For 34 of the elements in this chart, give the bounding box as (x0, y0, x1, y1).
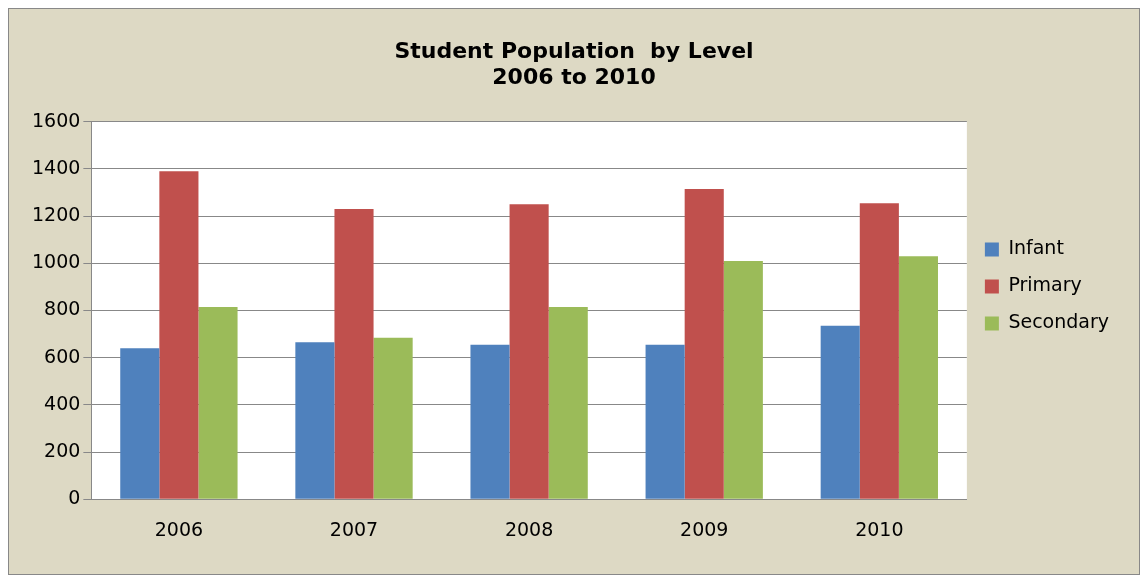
y-tick-label: 200 (44, 438, 81, 461)
bar (470, 344, 510, 499)
legend-label: Secondary (1008, 310, 1109, 333)
x-tick-label: 2010 (855, 517, 904, 540)
bar (334, 209, 374, 499)
y-tick-label: 1600 (31, 108, 81, 131)
bar (645, 344, 685, 499)
y-tick-label: 800 (44, 297, 81, 320)
x-tick-label: 2007 (329, 517, 379, 540)
y-tick-label: 1000 (31, 250, 81, 273)
x-tick-label: 2006 (154, 517, 204, 540)
y-tick-label: 400 (44, 391, 81, 414)
x-tick-label: 2009 (680, 517, 729, 540)
y-tick-label: 1200 (31, 203, 81, 226)
bar (684, 189, 724, 499)
y-tick-label: 0 (68, 486, 81, 509)
x-tick-label: 2008 (504, 517, 554, 540)
legend-label: Infant (1008, 236, 1064, 259)
text: 2006 to 2010 (492, 64, 656, 90)
bar (859, 203, 899, 499)
text: Student Population by Level (394, 37, 754, 63)
bar (120, 348, 160, 499)
bar (820, 325, 860, 499)
bar (548, 306, 588, 499)
bar (198, 306, 238, 499)
bar (373, 337, 413, 499)
bar (159, 171, 199, 499)
bar (723, 260, 763, 499)
bar (509, 204, 549, 499)
bar (898, 256, 938, 499)
y-tick-label: 600 (44, 344, 81, 367)
legend-label: Primary (1008, 273, 1082, 296)
y-tick-label: 1400 (31, 155, 81, 178)
bar (295, 342, 335, 499)
